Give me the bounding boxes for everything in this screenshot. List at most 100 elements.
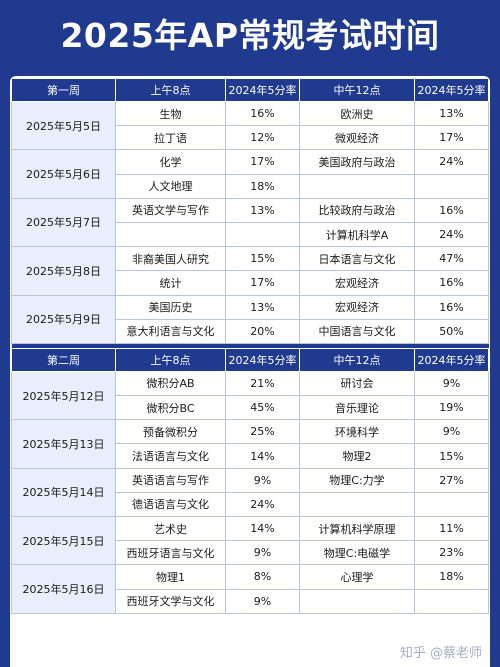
- morning-subject: 法语语言与文化: [115, 443, 226, 469]
- noon-rate: 9%: [414, 370, 489, 397]
- morning-rate: 14%: [225, 515, 300, 542]
- noon-rate: 16%: [414, 270, 489, 296]
- morning-rate: 18%: [225, 173, 300, 199]
- noon-subject: 物理2: [299, 443, 415, 469]
- morning-subject: 美国历史: [115, 294, 226, 320]
- morning-subject: 物理1: [115, 564, 226, 590]
- noon-rate: 24%: [414, 221, 489, 248]
- noon-rate: 11%: [414, 515, 489, 542]
- noon-subject: 计算机科学A: [299, 221, 415, 248]
- noon-rate: 27%: [414, 467, 489, 493]
- morning-rate: 45%: [225, 395, 300, 421]
- noon-rate: 9%: [414, 419, 489, 445]
- week-separator: [11, 343, 489, 349]
- morning-subject: 微积分AB: [115, 370, 226, 397]
- exam-date: 2025年5月16日: [11, 564, 116, 614]
- exam-date: 2025年5月14日: [11, 467, 116, 518]
- noon-rate: 15%: [414, 443, 489, 469]
- morning-subject: 德语语言与文化: [115, 491, 226, 518]
- separator-cell: [11, 343, 489, 349]
- noon-subject: 宏观经济: [299, 270, 415, 296]
- morning-subject: 统计: [115, 270, 226, 296]
- morning-rate-header: 2024年5分率: [225, 347, 300, 372]
- morning-subject: 艺术史: [115, 515, 226, 542]
- noon-subject: 物理C:电磁学: [299, 540, 415, 566]
- morning-subject: 英语文学与写作: [115, 197, 226, 223]
- morning-subject: 生物: [115, 100, 226, 127]
- morning-header: 上午8点: [115, 78, 226, 102]
- morning-rate: 16%: [225, 100, 300, 127]
- noon-subject: 日本语言与文化: [299, 246, 415, 272]
- exam-date: 2025年5月9日: [11, 294, 116, 344]
- noon-rate: 50%: [414, 318, 489, 344]
- week-header-row: 第一周 上午8点 2024年5分率 中午12点 2024年5分率: [11, 78, 489, 102]
- morning-rate: 8%: [225, 564, 300, 590]
- morning-rate: 9%: [225, 467, 300, 493]
- noon-subject: 美国政府与政治: [299, 149, 415, 175]
- noon-rate: 13%: [414, 100, 489, 127]
- table-row: 人文地理 18%: [12, 173, 489, 199]
- table-row: 2025年5月6日 化学 17% 美国政府与政治 24%: [11, 149, 489, 199]
- table-row: 2025年5月15日 艺术史 14% 计算机科学原理 11%: [11, 515, 489, 566]
- exam-date: 2025年5月6日: [11, 149, 116, 199]
- morning-subject: 人文地理: [115, 173, 226, 199]
- morning-rate: 17%: [225, 270, 300, 296]
- noon-rate: 23%: [414, 540, 489, 566]
- morning-subject: 非裔美国人研究: [115, 246, 226, 272]
- noon-header: 中午12点: [299, 78, 415, 102]
- morning-subject: 意大利语言与文化: [115, 318, 226, 344]
- morning-rate: 13%: [225, 197, 300, 223]
- morning-rate: [225, 221, 300, 248]
- morning-rate: 25%: [225, 419, 300, 445]
- week-header-row: 第二周 上午8点 2024年5分率 中午12点 2024年5分率: [11, 347, 489, 372]
- morning-subject: 预备微积分: [115, 419, 226, 445]
- exam-date: 2025年5月12日: [11, 370, 116, 421]
- table-row: 意大利语言与文化 20% 中国语言与文化 50%: [12, 318, 489, 344]
- noon-subject: 音乐理论: [299, 395, 415, 421]
- morning-rate: 20%: [225, 318, 300, 344]
- noon-rate: [414, 491, 489, 518]
- morning-rate: 9%: [225, 588, 300, 614]
- noon-subject: [299, 173, 415, 199]
- noon-header: 中午12点: [299, 347, 415, 372]
- noon-subject: 中国语言与文化: [299, 318, 415, 344]
- exam-date: 2025年5月8日: [11, 246, 116, 296]
- exam-date: 2025年5月15日: [11, 515, 116, 566]
- week-label: 第二周: [11, 347, 116, 372]
- table-row: 2025年5月14日 英语语言与写作 9% 物理C:力学 27%: [11, 467, 489, 518]
- morning-subject: 英语语言与写作: [115, 467, 226, 493]
- noon-rate: 16%: [414, 197, 489, 223]
- noon-subject: [299, 588, 415, 614]
- morning-rate: 21%: [225, 370, 300, 397]
- table-row: 2025年5月13日 预备微积分 25% 环境科学 9%: [11, 419, 489, 469]
- morning-rate-header: 2024年5分率: [225, 78, 300, 102]
- morning-subject: 西班牙语言与文化: [115, 540, 226, 566]
- exam-date: 2025年5月5日: [11, 100, 116, 151]
- noon-subject: [299, 491, 415, 518]
- morning-rate: 15%: [225, 246, 300, 272]
- morning-subject: 微积分BC: [115, 395, 226, 421]
- morning-rate: 12%: [225, 125, 300, 151]
- noon-subject: 比较政府与政治: [299, 197, 415, 223]
- table-row: 西班牙文学与文化 9%: [12, 588, 489, 614]
- noon-rate-header: 2024年5分率: [414, 347, 489, 372]
- table-row: 2025年5月8日 非裔美国人研究 15% 日本语言与文化 47%: [11, 246, 489, 296]
- noon-rate: 19%: [414, 395, 489, 421]
- noon-rate: 16%: [414, 294, 489, 320]
- table-row: 法语语言与文化 14% 物理2 15%: [12, 443, 489, 469]
- noon-subject: 心理学: [299, 564, 415, 590]
- noon-rate: 18%: [414, 564, 489, 590]
- morning-subject: 拉丁语: [115, 125, 226, 151]
- morning-rate: 13%: [225, 294, 300, 320]
- noon-subject: 欧洲史: [299, 100, 415, 127]
- table-row: 德语语言与文化 24%: [12, 491, 489, 518]
- noon-subject: 物理C:力学: [299, 467, 415, 493]
- week-label: 第一周: [11, 78, 116, 102]
- noon-rate: 17%: [414, 125, 489, 151]
- page-title: 2025年AP常规考试时间: [60, 16, 440, 55]
- morning-rate: 17%: [225, 149, 300, 175]
- table-row: 2025年5月9日 美国历史 13% 宏观经济 16%: [11, 294, 489, 344]
- table-row: 拉丁语 12% 微观经济 17%: [12, 125, 489, 151]
- watermark: 知乎 @蔡老师: [399, 646, 482, 661]
- morning-subject: [115, 221, 226, 248]
